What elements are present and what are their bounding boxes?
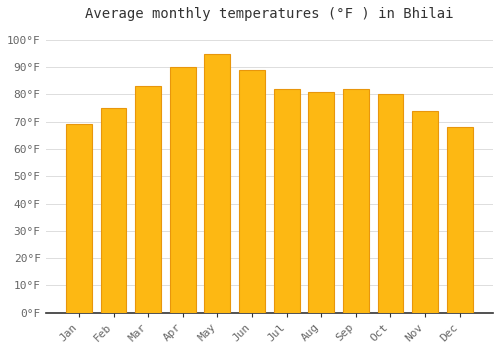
Bar [378,94,404,313]
Bar [274,89,299,313]
Title: Average monthly temperatures (°F ) in Bhilai: Average monthly temperatures (°F ) in Bh… [85,7,454,21]
Bar [446,127,472,313]
Bar [204,54,231,313]
Bar [308,92,334,313]
Bar [100,108,126,313]
Bar [412,111,438,313]
Bar [170,67,196,313]
Bar [66,125,92,313]
Bar [343,89,369,313]
Bar [239,70,265,313]
Bar [135,86,161,313]
